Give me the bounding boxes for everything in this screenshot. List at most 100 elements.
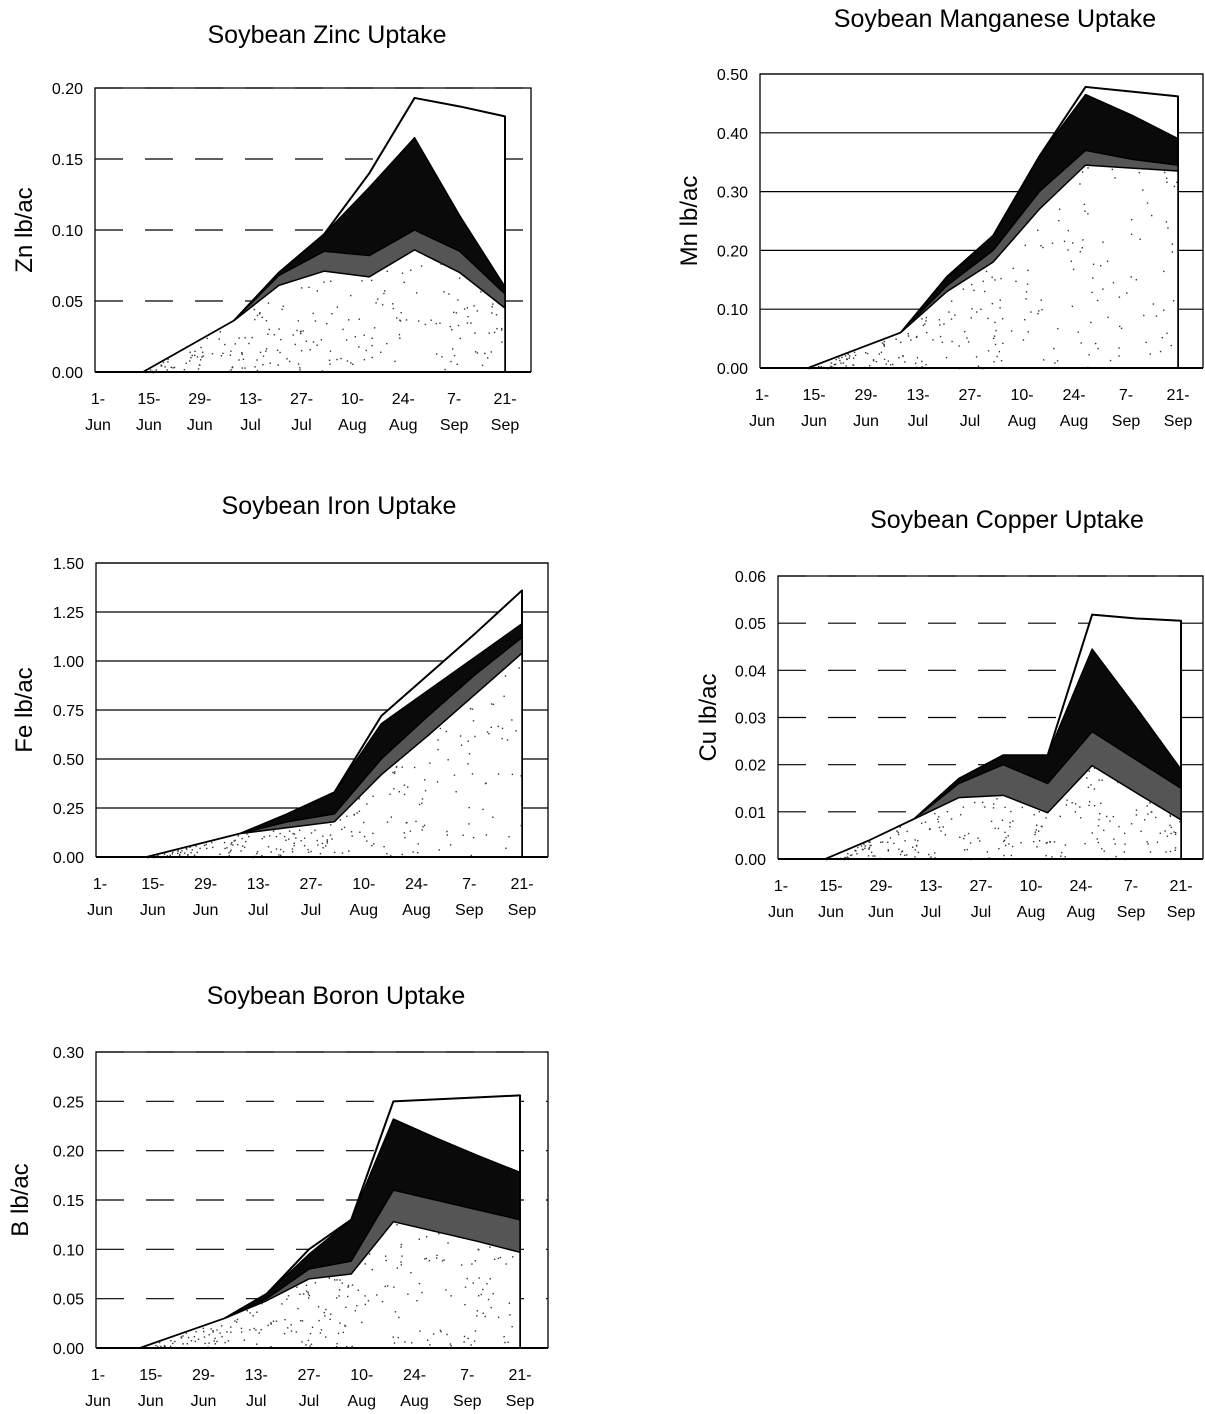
x-tick-label: 24- (1062, 387, 1085, 404)
plot-frame (759, 73, 1204, 368)
chart-title: Soybean Boron Uptake (207, 982, 466, 1010)
x-tick-label: 10- (341, 391, 364, 408)
chart-zinc: 0.00 0.05 0.10 0.15 0.20 1- Jun 15- Jun 29- Jun 13-… (0, 0, 600, 460)
x-tick-label: 29- (188, 391, 211, 408)
y-axis-label: Cu lb/ac (695, 673, 722, 761)
x-tick-label: 27- (969, 878, 992, 895)
chart-copper: 0.00 0.01 0.02 0.03 0.04 0.05 0.06 1- Jun 15- Jun 2… (695, 506, 1204, 921)
x-tick-label: 1- (93, 876, 107, 893)
x-tick-label: Aug (348, 1393, 376, 1410)
x-tick-label: Jun (187, 417, 213, 434)
chart-boron: 0.00 0.05 0.10 0.15 0.20 0.25 0.30 1- Jun 15- Jun 2… (0, 0, 600, 1414)
y-tick-label: 0.03 (735, 711, 766, 728)
y-tick-label: 0.50 (53, 752, 84, 769)
x-tick-label: Jun (136, 417, 162, 434)
y-tick-label: 0.05 (735, 616, 766, 633)
x-tick-label: Jul (299, 1393, 319, 1410)
y-tick-label: 0.25 (53, 801, 84, 818)
x-tick-label: 1- (755, 387, 769, 404)
x-tick-label: Sep (1112, 413, 1141, 430)
x-tick-label: 21- (508, 1367, 531, 1384)
area-texture (808, 167, 1179, 370)
chart-svg: 0.00 0.10 0.20 0.30 0.40 0.50 1- Jun 15- Jun 29- Ju… (676, 5, 1204, 430)
layer-1-area (97, 249, 506, 373)
x-tick-label: Sep (1117, 904, 1146, 921)
x-tick-label: Sep (455, 902, 484, 919)
x-tick-label: Jun (85, 1393, 111, 1410)
x-tick-label: 10- (352, 876, 375, 893)
chart-title: Soybean Copper Uptake (870, 506, 1144, 534)
x-tick-label: Jun (868, 904, 894, 921)
y-tick-label: 0.20 (52, 81, 83, 98)
y-tick-label: 0.10 (52, 223, 83, 240)
x-tick-label: Aug (1060, 413, 1088, 430)
layer-1-area (97, 1220, 521, 1349)
x-tick-label: 27- (958, 387, 981, 404)
chart-svg: 0.00 0.01 0.02 0.03 0.04 0.05 0.06 1- Jun 15- Jun 2… (695, 506, 1204, 921)
y-tick-label: 0.50 (717, 67, 748, 84)
plot-frame (95, 562, 549, 857)
y-tick-label: 0.06 (735, 569, 766, 586)
y-tick-label: 0.75 (53, 703, 84, 720)
y-axis-label: B lb/ac (7, 1163, 34, 1236)
layer-1-area (761, 164, 1179, 369)
y-tick-label: 0.30 (717, 185, 748, 202)
x-tick-label: 27- (290, 391, 313, 408)
x-tick-label: 13- (239, 391, 262, 408)
x-tick-label: Aug (402, 902, 430, 919)
x-tick-label: Aug (350, 902, 378, 919)
y-tick-label: 0.40 (717, 126, 748, 143)
x-tick-label: Jun (818, 904, 844, 921)
x-tick-label: Aug (338, 417, 366, 434)
x-tick-label: Jun (85, 417, 111, 434)
x-tick-label: 13- (906, 387, 929, 404)
x-tick-label: 10- (350, 1367, 373, 1384)
x-tick-label: 15- (141, 876, 164, 893)
y-axis-label: Zn lb/ac (11, 187, 38, 272)
x-tick-label: Jul (908, 413, 928, 430)
x-tick-label: Aug (1008, 413, 1036, 430)
x-tick-label: Jul (301, 902, 321, 919)
y-tick-label: 0.15 (53, 1193, 84, 1210)
y-tick-label: 0.00 (735, 852, 766, 869)
area-texture (143, 1224, 514, 1350)
x-tick-label: 7- (447, 391, 461, 408)
x-tick-label: 15- (137, 391, 160, 408)
x-tick-label: Jul (291, 417, 311, 434)
chart-svg: 0.00 0.05 0.10 0.15 0.20 0.25 0.30 1- Jun 15- Jun 2… (7, 982, 549, 1410)
x-tick-label: Sep (440, 417, 469, 434)
x-tick-label: 7- (460, 1367, 474, 1384)
x-tick-label: 21- (510, 876, 533, 893)
x-tick-label: Sep (453, 1393, 482, 1410)
y-tick-label: 1.00 (53, 654, 84, 671)
x-tick-label: 15- (819, 878, 842, 895)
chart-title: Soybean Zinc Uptake (207, 21, 446, 49)
y-tick-label: 0.10 (717, 302, 748, 319)
y-tick-label: 0.04 (735, 663, 766, 680)
y-axis-label: Mn lb/ac (676, 176, 703, 267)
y-tick-label: 0.10 (53, 1242, 84, 1259)
x-tick-label: Jun (87, 902, 113, 919)
y-tick-label: 0.20 (717, 243, 748, 260)
y-tick-label: 0.00 (53, 850, 84, 867)
x-tick-label: Jul (248, 902, 268, 919)
y-tick-label: 0.20 (53, 1144, 84, 1161)
x-tick-label: 1- (774, 878, 788, 895)
x-tick-label: 29- (192, 1367, 215, 1384)
x-tick-label: Sep (1164, 413, 1193, 430)
x-tick-label: Aug (400, 1393, 428, 1410)
layer-1-area (780, 764, 1182, 860)
y-tick-label: 0.00 (717, 361, 748, 378)
x-tick-label: 21- (493, 391, 516, 408)
x-tick-label: Jun (749, 413, 775, 430)
layer-1-area (99, 652, 523, 858)
x-tick-label: 24- (1069, 878, 1092, 895)
y-tick-label: 0.15 (52, 152, 83, 169)
x-tick-label: 7- (462, 876, 476, 893)
y-tick-label: 0.00 (52, 365, 83, 382)
x-tick-label: 29- (869, 878, 892, 895)
x-tick-label: Jun (138, 1393, 164, 1410)
x-tick-label: Jul (921, 904, 941, 921)
x-tick-label: Jun (801, 413, 827, 430)
x-tick-label: Aug (1017, 904, 1045, 921)
